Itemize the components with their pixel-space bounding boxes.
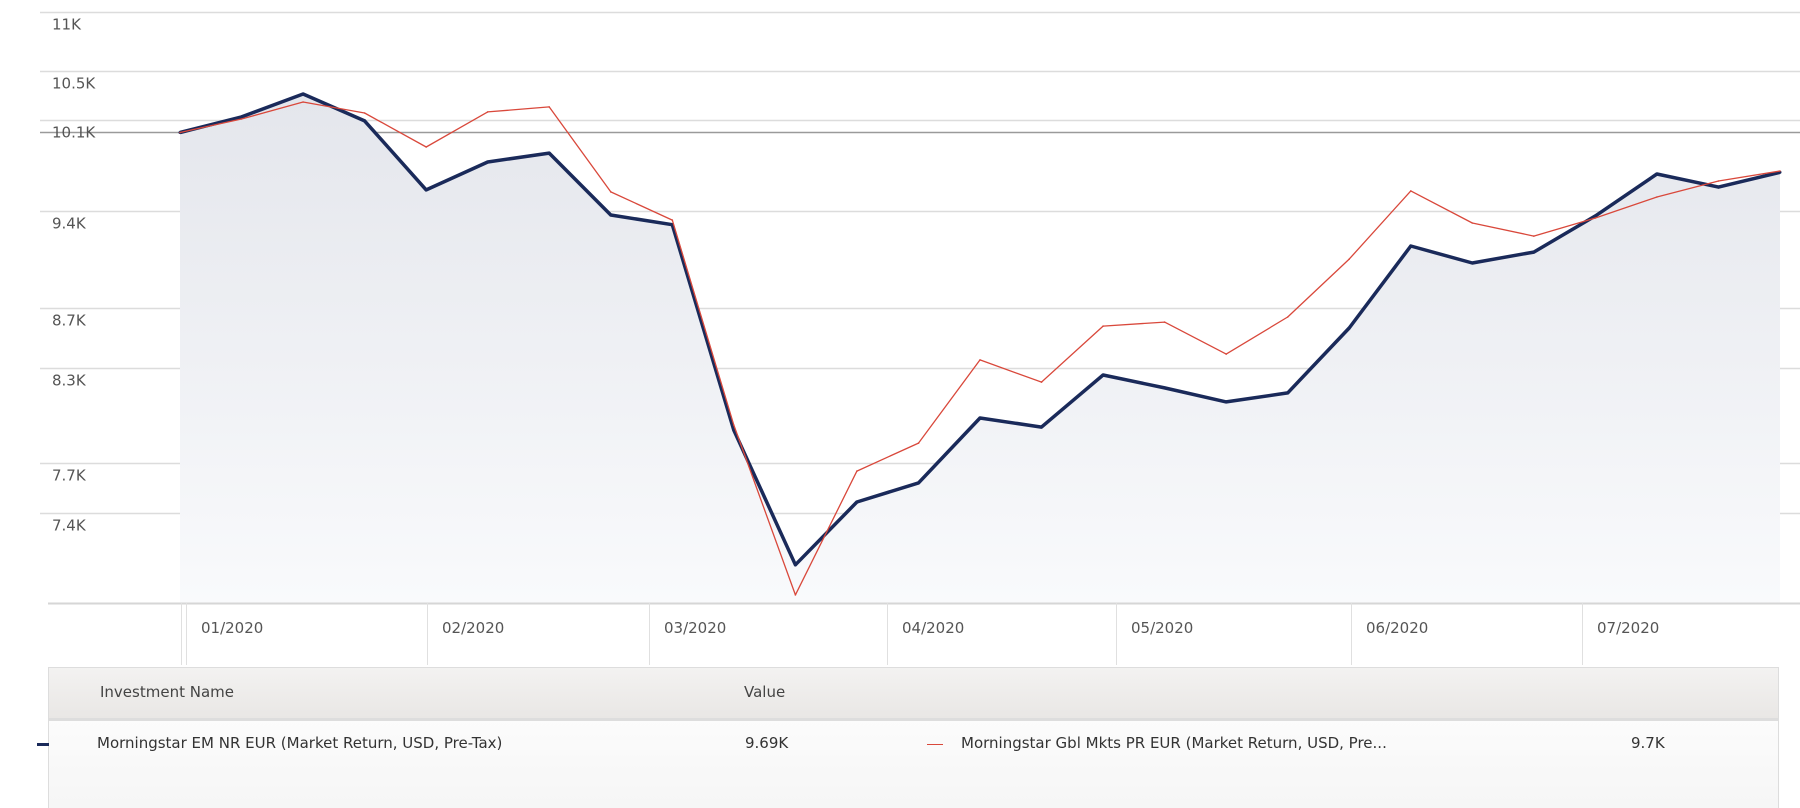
legend-item-name[interactable]: Morningstar EM NR EUR (Market Return, US…: [97, 734, 503, 752]
data-point: [1040, 381, 1043, 383]
data-point: [363, 119, 367, 123]
data-point: [240, 118, 243, 120]
x-tick-label: 05/2020: [1131, 619, 1193, 637]
header-investment-name[interactable]: Investment Name: [100, 683, 234, 701]
line-chart: 11K 10.5K 10.1K 9.4K 8.7K 8.3K 7.7K 7.4K 01/202…: [40, 11, 1800, 665]
data-point: [1593, 214, 1597, 218]
y-tick-label: 10.5K: [52, 75, 96, 93]
data-point: [301, 92, 305, 96]
data-point: [671, 219, 674, 221]
legend-item-value: 9.69K: [745, 734, 789, 752]
data-point: [917, 442, 920, 444]
data-point: [610, 191, 612, 193]
data-point: [1102, 325, 1104, 327]
x-tick-label: 03/2020: [664, 619, 726, 637]
series-area-fill: [180, 94, 1780, 603]
y-tick-label: 9.4K: [52, 215, 87, 233]
legend-item-name[interactable]: Morningstar Gbl Mkts PR EUR (Market Retu…: [961, 734, 1387, 752]
y-tick-label: 11K: [52, 16, 82, 34]
legend-table: Investment Name Value Morningstar EM NR …: [37, 667, 1779, 808]
x-tick-label: 04/2020: [902, 619, 964, 637]
x-axis: 01/2020 02/2020 03/2020 04/2020 05/2020 06/20…: [48, 602, 1800, 665]
data-point: [363, 112, 366, 114]
data-point: [979, 359, 981, 361]
data-point: [1286, 391, 1290, 395]
data-point: [1471, 222, 1474, 224]
y-tick-label: 7.4K: [52, 517, 87, 535]
data-point: [1656, 196, 1658, 198]
x-tick-label: 06/2020: [1366, 619, 1428, 637]
data-point: [486, 111, 489, 113]
data-point: [1163, 321, 1166, 323]
y-tick-label: 10.1K: [52, 124, 96, 142]
data-point: [425, 146, 428, 148]
data-point: [1224, 400, 1228, 404]
x-tick-label: 01/2020: [201, 619, 263, 637]
data-point: [1532, 250, 1536, 254]
data-point: [1040, 425, 1043, 429]
y-tick-label: 8.3K: [52, 372, 87, 390]
data-point: [1101, 373, 1105, 377]
data-point: [917, 481, 920, 485]
x-tick-label: 07/2020: [1597, 619, 1659, 637]
data-point: [1655, 172, 1659, 176]
data-point: [240, 115, 243, 119]
y-tick-label: 8.7K: [52, 312, 87, 330]
data-point: [1225, 353, 1227, 355]
data-point: [1717, 180, 1720, 182]
series-swatch-navy: [37, 743, 49, 746]
data-point: [733, 424, 735, 426]
data-point: [1163, 386, 1167, 390]
x-tick-label: 02/2020: [442, 619, 504, 637]
data-point: [1470, 261, 1474, 265]
series-swatch-red: [927, 744, 943, 745]
data-point: [794, 594, 797, 596]
header-value[interactable]: Value: [744, 683, 786, 701]
data-point: [1594, 217, 1597, 219]
data-point: [179, 131, 181, 134]
data-point: [1286, 316, 1289, 318]
data-point: [547, 151, 551, 155]
legend-row: Morningstar EM NR EUR (Market Return, US…: [37, 721, 1778, 769]
data-point: [1410, 190, 1412, 192]
data-point: [609, 213, 613, 217]
y-tick-label: 7.7K: [52, 467, 87, 485]
data-point: [855, 500, 859, 504]
legend-header: Investment Name Value: [49, 668, 1778, 721]
data-point: [978, 416, 982, 420]
data-point: [486, 160, 490, 164]
y-axis: 11K 10.5K 10.1K 9.4K 8.7K 8.3K 7.7K 7.4K: [52, 16, 96, 535]
plot-area: [178, 92, 1782, 603]
data-point: [1533, 235, 1535, 237]
data-point: [1347, 326, 1351, 330]
data-point: [1779, 170, 1781, 172]
data-point: [793, 563, 797, 567]
data-point: [732, 428, 736, 432]
data-point: [856, 470, 858, 472]
data-point: [1717, 185, 1720, 189]
data-point: [548, 106, 550, 108]
data-point: [302, 101, 304, 103]
legend-item-value: 9.7K: [1631, 734, 1665, 752]
data-point: [1409, 244, 1413, 248]
data-point: [424, 188, 428, 192]
data-point: [1348, 258, 1350, 260]
